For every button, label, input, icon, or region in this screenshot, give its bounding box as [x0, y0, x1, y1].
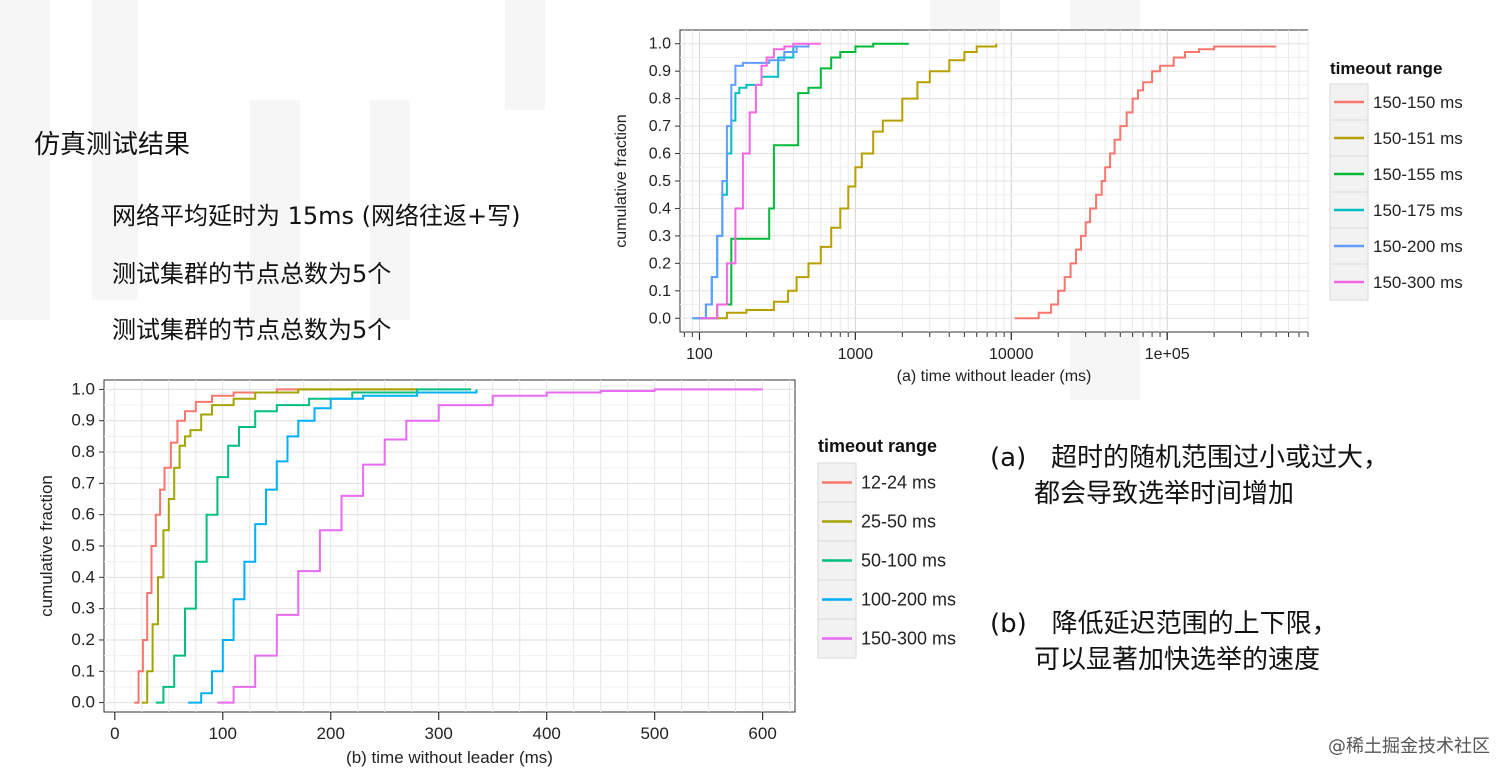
series-line — [155, 388, 472, 704]
legend-label: 25-50 ms — [861, 512, 936, 532]
x-tick-label: 600 — [748, 724, 776, 743]
y-tick-label: 0.3 — [71, 599, 95, 618]
y-tick-label: 0.2 — [71, 630, 95, 649]
y-tick-label: 0.5 — [71, 536, 95, 555]
legend-key-box — [817, 462, 857, 659]
y-axis-label: cumulative fraction — [37, 475, 56, 617]
x-axis-label: (a) time without leader (ms) — [897, 368, 1092, 385]
x-tick-label: 1000 — [838, 346, 874, 363]
y-tick-label: 0.3 — [649, 228, 671, 245]
legend-label: 150-300 ms — [861, 629, 956, 649]
series-line — [699, 42, 909, 320]
x-tick-label: 500 — [640, 724, 668, 743]
y-axis-label: cumulative fraction — [613, 114, 630, 247]
bullet-node-count: 测试集群的节点总数为5个 — [112, 260, 392, 288]
legend-key — [1329, 191, 1369, 229]
legend-key — [817, 540, 857, 581]
gridlines — [104, 380, 795, 712]
note-b-tag: (b) — [990, 609, 1027, 639]
legend-key — [1329, 155, 1369, 193]
legend-key — [1329, 263, 1369, 301]
note-b: (b) 降低延迟范围的上下限， 可以显著加快选举的速度 — [990, 606, 1338, 678]
series-line — [188, 389, 478, 704]
legend-label: 50-100 ms — [861, 551, 946, 571]
y-tick-label: 0.9 — [71, 411, 95, 430]
x-tick-label: 10000 — [989, 346, 1034, 363]
y-tick-label: 0.7 — [71, 473, 95, 492]
y-tick-label: 0.5 — [649, 173, 671, 190]
bullet-node-count-repeat: 测试集群的节点总数为5个 — [112, 316, 392, 344]
legend-key — [1329, 119, 1369, 157]
series-line — [134, 388, 418, 704]
note-a-tag: (a) — [990, 443, 1027, 473]
series-line — [692, 43, 810, 320]
y-tick-label: 0.2 — [649, 255, 671, 272]
y-tick-label: 0.9 — [649, 63, 671, 80]
note-a-line1: 超时的随机范围过小或过大， — [1051, 443, 1390, 473]
note-a: (a) 超时的随机范围过小或过大， 都会导致选举时间增加 — [990, 440, 1389, 512]
series-line — [1014, 45, 1277, 320]
legend-key — [1329, 227, 1369, 265]
legend-label: 150-150 ms — [1373, 93, 1463, 112]
legend-title: timeout range — [1330, 59, 1442, 78]
y-tick-label: 0.4 — [71, 567, 95, 586]
legend-key — [817, 501, 857, 542]
x-tick-label: 200 — [317, 724, 345, 743]
y-tick-label: 0.0 — [649, 310, 671, 327]
legend-key — [817, 618, 857, 659]
y-tick-label: 0.0 — [71, 693, 95, 712]
x-tick-label: 0 — [110, 724, 119, 743]
legend-key — [817, 462, 857, 503]
bullet-network-latency: 网络平均延时为 15ms (网络往返+写) — [112, 202, 521, 230]
x-axis-label: (b) time without leader (ms) — [346, 748, 553, 767]
note-b-line1: 降低延迟范围的上下限， — [1051, 609, 1338, 639]
y-tick-label: 0.4 — [649, 200, 671, 217]
legend-key — [817, 579, 857, 620]
legend-label: 150-175 ms — [1373, 201, 1463, 220]
x-tick-label: 1e+05 — [1145, 346, 1190, 363]
legend-label: 150-151 ms — [1373, 129, 1463, 148]
y-tick-label: 0.1 — [71, 661, 95, 680]
y-tick-label: 0.7 — [649, 118, 671, 135]
x-tick-label: 400 — [532, 724, 560, 743]
y-tick-label: 0.8 — [649, 91, 671, 108]
y-tick-label: 0.6 — [71, 505, 95, 524]
y-tick-label: 1.0 — [649, 36, 671, 53]
series-line — [141, 388, 418, 704]
watermark: @稀土掘金技术社区 — [1328, 736, 1490, 757]
legend-label: 150-155 ms — [1373, 165, 1463, 184]
x-tick-label: 100 — [209, 724, 237, 743]
series-line — [699, 42, 821, 320]
y-tick-label: 0.8 — [71, 442, 95, 461]
legend-key-box — [1329, 83, 1369, 301]
note-a-line2: 都会导致选举时间增加 — [1034, 479, 1295, 509]
x-tick-label: 100 — [686, 346, 713, 363]
slide-title: 仿真测试结果 — [34, 130, 191, 160]
legend-title: timeout range — [818, 436, 937, 456]
legend-label: 100-200 ms — [861, 590, 956, 610]
y-tick-label: 1.0 — [71, 379, 95, 398]
legend-label: 12-24 ms — [861, 473, 936, 493]
legend-key — [1329, 83, 1369, 121]
series-line — [692, 43, 810, 320]
legend-label: 150-200 ms — [1373, 237, 1463, 256]
y-tick-label: 0.1 — [649, 283, 671, 300]
x-tick-label: 300 — [425, 724, 453, 743]
series-line — [217, 388, 763, 704]
note-b-line2: 可以显著加快选举的速度 — [1034, 645, 1321, 675]
legend-label: 150-300 ms — [1373, 273, 1463, 292]
y-tick-label: 0.6 — [649, 146, 671, 163]
plot-panel — [103, 379, 796, 713]
